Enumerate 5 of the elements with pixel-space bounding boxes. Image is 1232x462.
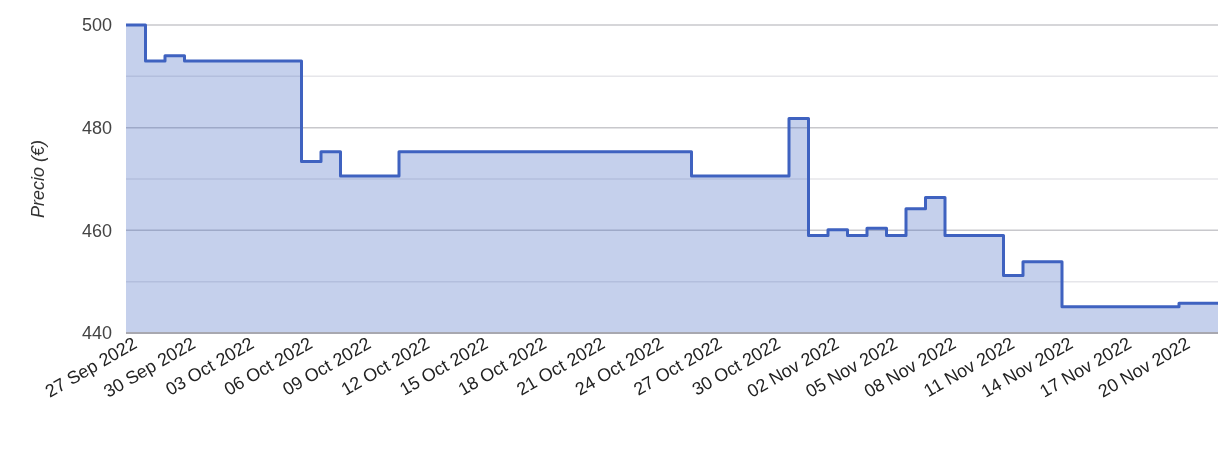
y-tick-label: 440 <box>81 323 112 344</box>
y-tick-label: 500 <box>81 15 112 36</box>
y-tick-label: 460 <box>81 220 112 241</box>
y-tick-label: 480 <box>81 117 112 138</box>
y-axis-title: Precio (€) <box>28 139 48 219</box>
